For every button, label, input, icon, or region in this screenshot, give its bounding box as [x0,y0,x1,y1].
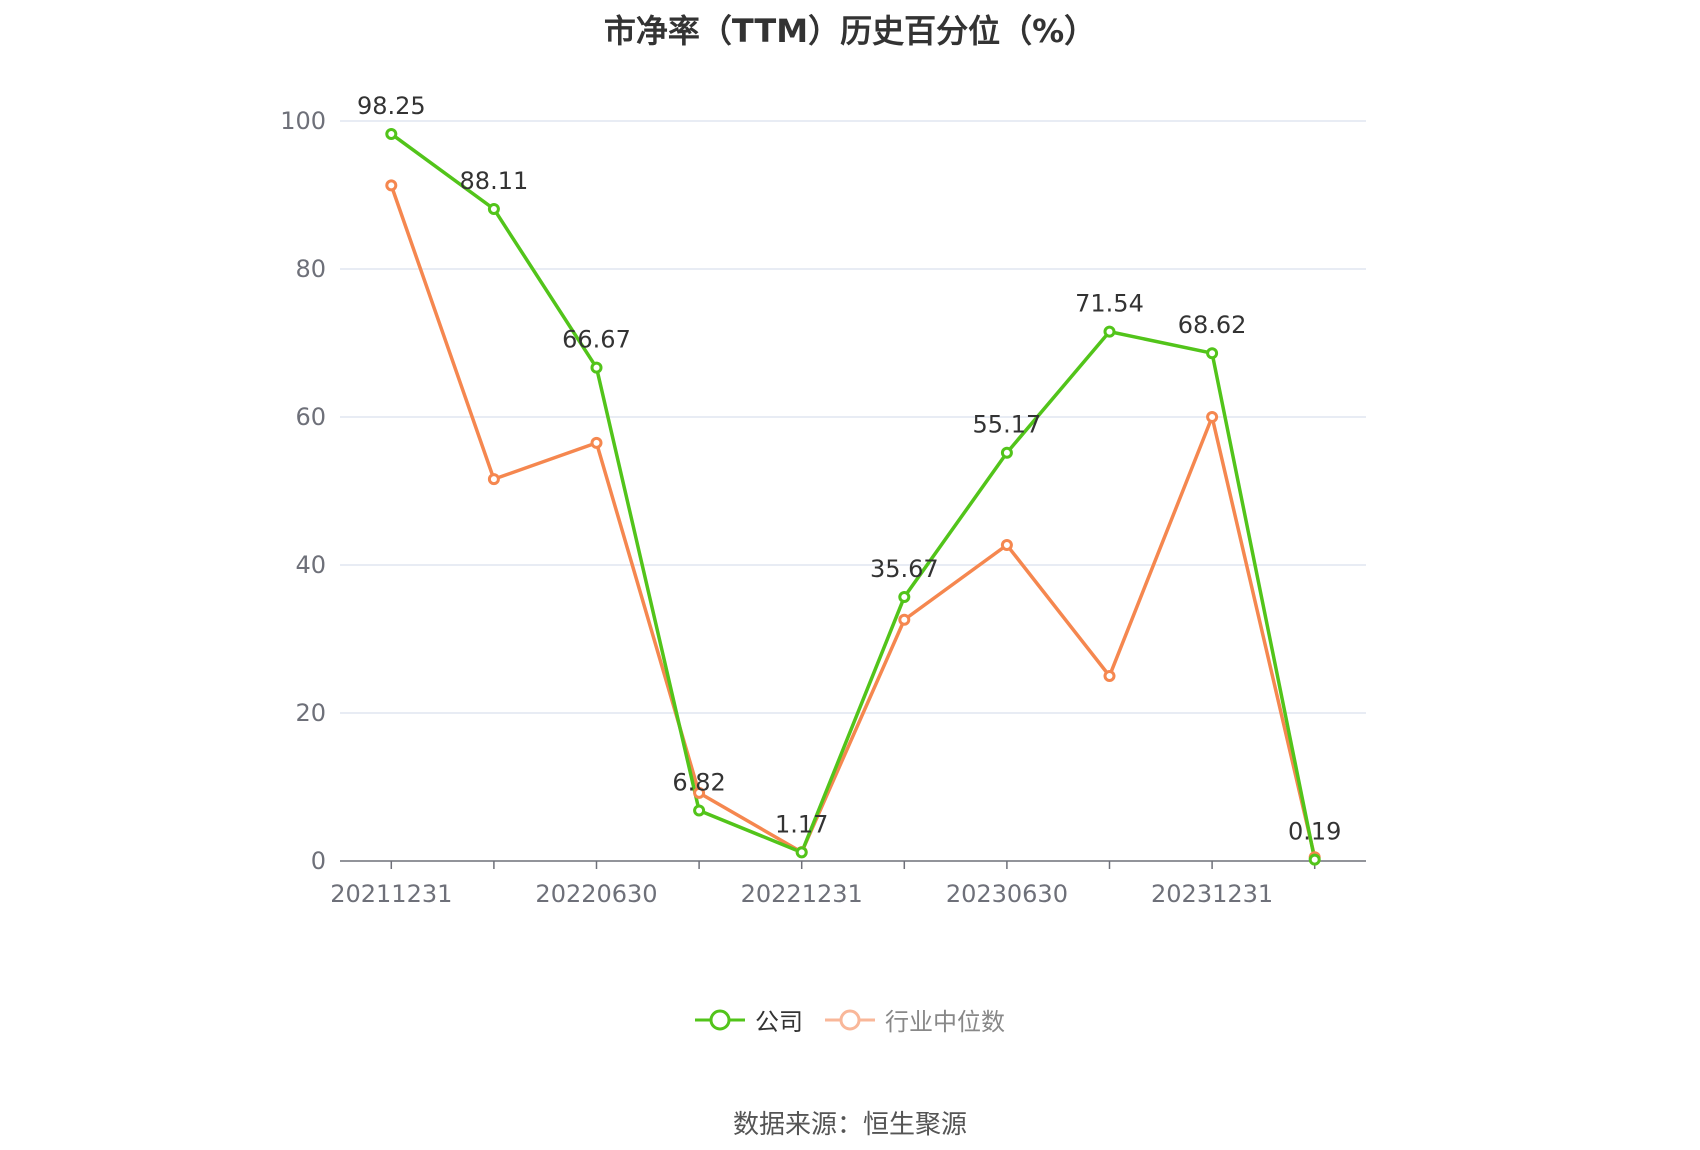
data-point-0 [898,591,911,604]
x-tick-label: 20211231 [330,880,452,908]
data-point-0 [1206,347,1219,360]
data-point-0 [590,361,603,374]
data-label: 55.17 [973,411,1042,439]
data-point-1 [693,786,706,799]
legend-label-industry-median: 行业中位数 [885,1008,1005,1036]
y-tick-label: 80 [295,255,326,283]
data-point-1 [1206,411,1219,423]
data-label: 88.11 [460,167,529,195]
legend-label-company: 公司 [755,1008,803,1036]
series-line-0 [390,132,1317,860]
data-label: 1.17 [775,810,828,838]
data-label: 6.82 [672,769,725,797]
data-point-0 [487,202,500,215]
data-source: 数据来源：恒生聚源 [732,1110,967,1140]
data-label: 66.67 [562,326,631,354]
y-tick-label: 20 [295,699,326,727]
data-point-0 [1308,853,1321,866]
data-point-1 [590,436,603,449]
data-point-0 [693,804,706,817]
chart-title: 市净率（TTM）历史百分位（%） [603,12,1097,50]
data-label: 68.62 [1178,311,1247,339]
y-tick-label: 40 [295,551,326,579]
data-point-1 [1000,539,1013,552]
legend: 公司 行业中位数 [0,1002,1700,1037]
y-tick-label: 0 [311,847,326,875]
data-point-1 [385,179,398,192]
legend-item-company[interactable]: 公司 [695,1002,803,1037]
y-tick-label: 100 [280,107,326,135]
data-point-0 [795,846,808,859]
data-label: 35.67 [870,555,939,583]
x-tick-label: 20231231 [1151,880,1273,908]
data-point-0 [385,127,398,140]
legend-line-marker-icon [695,1009,745,1030]
data-label: 98.25 [357,92,426,120]
data-label: 0.19 [1288,818,1341,846]
y-tick-label: 60 [295,403,326,431]
data-point-1 [1103,670,1116,682]
data-point-1 [487,473,500,486]
data-label: 71.54 [1075,290,1144,318]
data-point-0 [1000,446,1013,459]
x-tick-label: 20221231 [741,880,863,908]
legend-item-industry-median[interactable]: 行业中位数 [825,1002,1005,1037]
x-tick-label: 20220630 [535,880,657,908]
data-point-0 [1103,325,1116,338]
x-tick-label: 20230630 [946,880,1068,908]
legend-line-marker-icon [825,1009,875,1030]
series-line-1 [389,184,1317,858]
data-point-1 [898,613,911,626]
